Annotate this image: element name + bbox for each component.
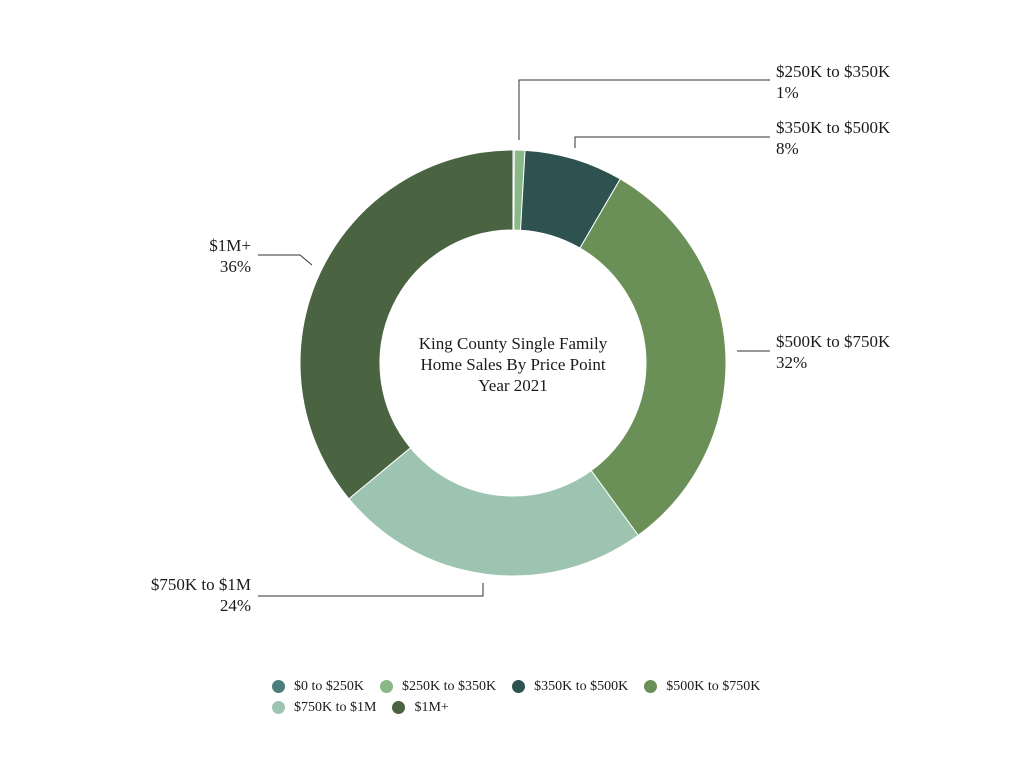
leader-lines bbox=[258, 79, 770, 597]
legend-swatch bbox=[272, 701, 285, 714]
legend-label: $250K to $350K bbox=[402, 678, 497, 694]
chart-title: King County Single Family Home Sales By … bbox=[392, 333, 634, 396]
donut-slice-500k-to-750k[interactable] bbox=[579, 178, 727, 537]
legend-swatch bbox=[272, 680, 285, 693]
leader-line-350k-500k bbox=[574, 136, 770, 148]
callout-350k-500k: $350K to $500K 8% bbox=[776, 117, 890, 159]
leader-line-750k-1m bbox=[258, 583, 484, 597]
callout-1m-plus: $1M+ 36% bbox=[209, 235, 251, 277]
legend-swatch bbox=[644, 680, 658, 693]
legend-row-2: $750K to $1M $1M+ bbox=[272, 697, 872, 718]
legend-item-1m-plus[interactable]: $1M+ bbox=[392, 699, 449, 716]
callout-percent: 24% bbox=[219, 596, 251, 615]
callout-label: $750K to $1M bbox=[150, 575, 251, 594]
donut-slices bbox=[299, 149, 727, 577]
legend-swatch bbox=[512, 680, 526, 693]
donut-slice-1m[interactable] bbox=[299, 149, 514, 500]
callout-500k-750k: $500K to $750K 32% bbox=[776, 331, 890, 373]
legend-label: $500K to $750K bbox=[666, 678, 761, 694]
leader-line-250k-350k bbox=[518, 79, 770, 140]
legend-item-350k-500k[interactable]: $350K to $500K bbox=[512, 679, 628, 695]
callout-percent: 32% bbox=[776, 353, 808, 372]
chart-title-line-1: King County Single Family bbox=[418, 334, 608, 353]
legend-item-0-250k[interactable]: $0 to $250K bbox=[272, 679, 364, 695]
callout-label: $250K to $350K bbox=[776, 62, 891, 81]
chart-title-line-3: Year 2021 bbox=[478, 376, 548, 395]
donut-slice-750k-to-1m[interactable] bbox=[348, 447, 639, 577]
legend-label: $750K to $1M bbox=[294, 699, 377, 715]
callout-label: $350K to $500K bbox=[776, 118, 891, 137]
callout-750k-1m: $750K to $1M 24% bbox=[151, 574, 251, 616]
legend-swatch bbox=[392, 701, 406, 714]
legend-label: $350K to $500K bbox=[534, 678, 629, 694]
callout-label: $1M+ bbox=[209, 236, 251, 255]
legend-swatch bbox=[380, 680, 393, 693]
callout-percent: 8% bbox=[776, 139, 799, 158]
callout-label: $500K to $750K bbox=[776, 332, 891, 351]
legend-item-250k-350k[interactable]: $250K to $350K bbox=[380, 679, 496, 695]
callout-percent: 36% bbox=[219, 257, 251, 276]
chart-title-line-2: Home Sales By Price Point bbox=[420, 355, 606, 374]
legend-item-750k-1m[interactable]: $750K to $1M bbox=[272, 700, 376, 716]
legend-row-1: $0 to $250K $250K to $350K $350K to $500… bbox=[272, 676, 872, 697]
leader-line-1m-plus bbox=[258, 254, 313, 266]
legend-label: $0 to $250K bbox=[294, 678, 364, 694]
chart-legend: $0 to $250K $250K to $350K $350K to $500… bbox=[272, 676, 872, 718]
legend-item-500k-750k[interactable]: $500K to $750K bbox=[644, 679, 760, 695]
callout-250k-350k: $250K to $350K 1% bbox=[776, 61, 890, 103]
legend-label: $1M+ bbox=[414, 699, 449, 715]
callout-percent: 1% bbox=[776, 83, 799, 102]
